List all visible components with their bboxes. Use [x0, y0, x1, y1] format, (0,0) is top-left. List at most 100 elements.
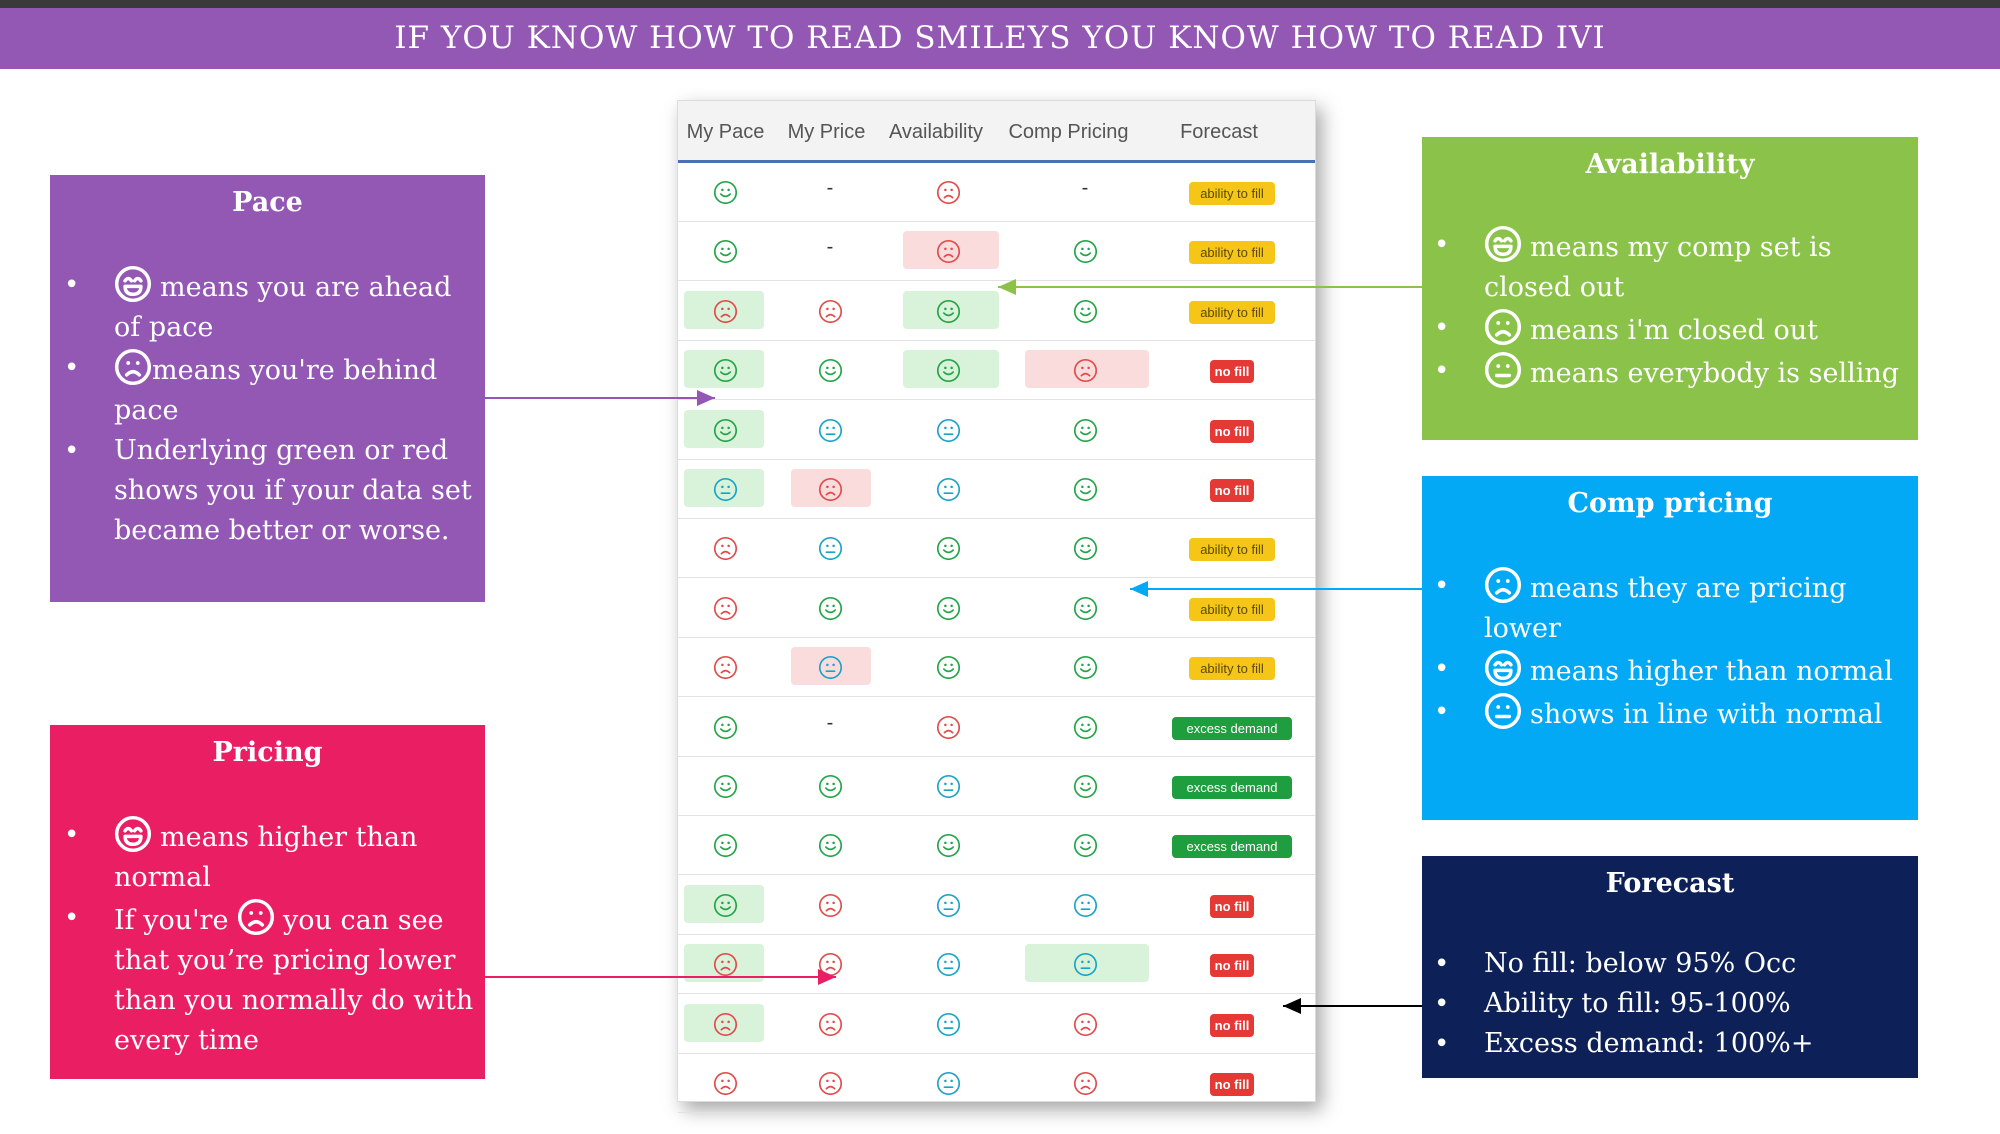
happy-face-icon — [818, 774, 843, 799]
sad-face-icon — [713, 1071, 738, 1096]
comp-pricing-item-normal: shows in line with normal — [1434, 692, 1904, 735]
sad-face-icon — [713, 596, 738, 621]
forecast-item-fill: Ability to fill: 95-100% — [1434, 984, 1904, 1024]
neutral-face-icon — [936, 774, 961, 799]
neutral-face-icon — [1484, 692, 1522, 730]
sad-face-icon — [1073, 1012, 1098, 1037]
table-row: no fill — [678, 401, 1315, 460]
pricing-item-lower: If you're you can see that you’re pricin… — [64, 898, 474, 1061]
happy-face-icon — [936, 596, 961, 621]
happy-face-icon — [936, 655, 961, 680]
availability-item-closed: means i'm closed out — [1434, 308, 1904, 351]
sad-face-icon — [713, 536, 738, 561]
happy-face-icon — [1073, 299, 1098, 324]
empty-dash: - — [826, 711, 834, 734]
table-row: no fill — [678, 341, 1315, 401]
header-comp-pricing: Comp Pricing — [1008, 121, 1129, 143]
comp-pricing-heading: Comp pricing — [1567, 488, 1773, 519]
neutral-face-icon — [936, 1071, 961, 1096]
table-row: no fill — [678, 995, 1315, 1054]
happy-face-icon — [1073, 477, 1098, 502]
top-border — [0, 0, 2000, 8]
availability-legend-box: Availability means my comp set is closed… — [1422, 137, 1918, 440]
happy-face-icon — [818, 596, 843, 621]
sad-face-icon — [713, 299, 738, 324]
table-row: no fill — [678, 935, 1315, 995]
happy-face-icon — [1073, 239, 1098, 264]
sad-face-icon — [1073, 358, 1098, 383]
table-row: ability to fill — [678, 579, 1315, 638]
comp-pricing-list: means they are pricing lower means highe… — [1434, 566, 1904, 735]
forecast-badge-excess: excess demand — [1172, 835, 1292, 859]
forecast-badge-fill: ability to fill — [1189, 597, 1275, 621]
ivi-table: My Pace My Price Availability Comp Prici… — [677, 100, 1316, 1113]
happy-face-icon — [818, 833, 843, 858]
happy-face-icon — [713, 893, 738, 918]
table-row: excess demand — [678, 757, 1315, 816]
table-row: excess demand — [678, 816, 1315, 876]
table-row: no fill — [678, 460, 1315, 519]
forecast-item-nofill: No fill: below 95% Occ — [1434, 944, 1904, 984]
neutral-face-icon — [936, 952, 961, 977]
pace-item-underlying: Underlying green or red shows you if you… — [64, 431, 474, 551]
pace-item-ahead: means you are ahead of pace — [64, 265, 474, 348]
forecast-badge-nofill: no fill — [1210, 360, 1254, 384]
laughing-face-icon — [1484, 649, 1522, 687]
neutral-face-icon — [936, 1012, 961, 1037]
neutral-face-icon — [818, 418, 843, 443]
happy-face-icon — [936, 358, 961, 383]
neutral-face-icon — [936, 418, 961, 443]
header-forecast: Forecast — [1180, 121, 1258, 143]
forecast-badge-nofill: no fill — [1210, 1073, 1254, 1096]
happy-face-icon — [713, 418, 738, 443]
availability-list: means my comp set is closed out means i'… — [1434, 225, 1904, 394]
forecast-badge-nofill: no fill — [1210, 1013, 1254, 1037]
pace-heading: Pace — [232, 187, 303, 218]
happy-face-icon — [1073, 655, 1098, 680]
availability-item-selling: means everybody is selling — [1434, 351, 1904, 394]
happy-face-icon — [713, 774, 738, 799]
sad-face-icon — [818, 1012, 843, 1037]
neutral-face-icon — [1484, 351, 1522, 389]
forecast-badge-nofill: no fill — [1210, 479, 1254, 502]
neutral-face-icon — [936, 477, 961, 502]
availability-heading: Availability — [1585, 149, 1755, 180]
forecast-badge-fill: ability to fill — [1189, 241, 1275, 265]
neutral-face-icon — [818, 655, 843, 680]
forecast-list: No fill: below 95% Occ Ability to fill: … — [1434, 944, 1904, 1064]
happy-face-icon — [818, 358, 843, 383]
table-row: no fill — [678, 876, 1315, 935]
pace-list: means you are ahead of pace means you're… — [64, 265, 474, 551]
comp-pricing-item-lower: means they are pricing lower — [1434, 566, 1904, 649]
table-row: ability to fill — [678, 519, 1315, 579]
table-row: ability to fill — [678, 282, 1315, 341]
forecast-badge-nofill: no fill — [1210, 954, 1254, 978]
sad-face-icon — [936, 180, 961, 205]
happy-face-icon — [713, 833, 738, 858]
forecast-badge-fill: ability to fill — [1189, 182, 1275, 205]
pricing-list: means higher than normal If you're you c… — [64, 815, 474, 1061]
laughing-face-icon — [114, 815, 152, 853]
pace-item-behind: means you're behind pace — [64, 348, 474, 431]
pricing-item-higher: means higher than normal — [64, 815, 474, 898]
table-row: - excess demand — [678, 698, 1315, 757]
happy-face-icon — [1073, 418, 1098, 443]
header-my-pace: My Pace — [686, 121, 765, 143]
table-row: - - ability to fill — [678, 163, 1315, 222]
forecast-heading: Forecast — [1605, 868, 1735, 899]
forecast-badge-nofill: no fill — [1210, 894, 1254, 918]
happy-face-icon — [1073, 833, 1098, 858]
happy-face-icon — [936, 299, 961, 324]
sad-face-icon — [713, 952, 738, 977]
laughing-face-icon — [1484, 225, 1522, 263]
sad-face-icon — [818, 893, 843, 918]
neutral-face-icon — [713, 477, 738, 502]
sad-face-icon — [1484, 566, 1522, 604]
sad-face-icon — [818, 952, 843, 977]
happy-face-icon — [936, 536, 961, 561]
sad-face-icon — [818, 1071, 843, 1096]
forecast-badge-fill: ability to fill — [1189, 300, 1275, 324]
header-availability: Availability — [888, 121, 984, 143]
availability-item-comp-closed: means my comp set is closed out — [1434, 225, 1904, 308]
pricing-heading: Pricing — [212, 737, 323, 768]
